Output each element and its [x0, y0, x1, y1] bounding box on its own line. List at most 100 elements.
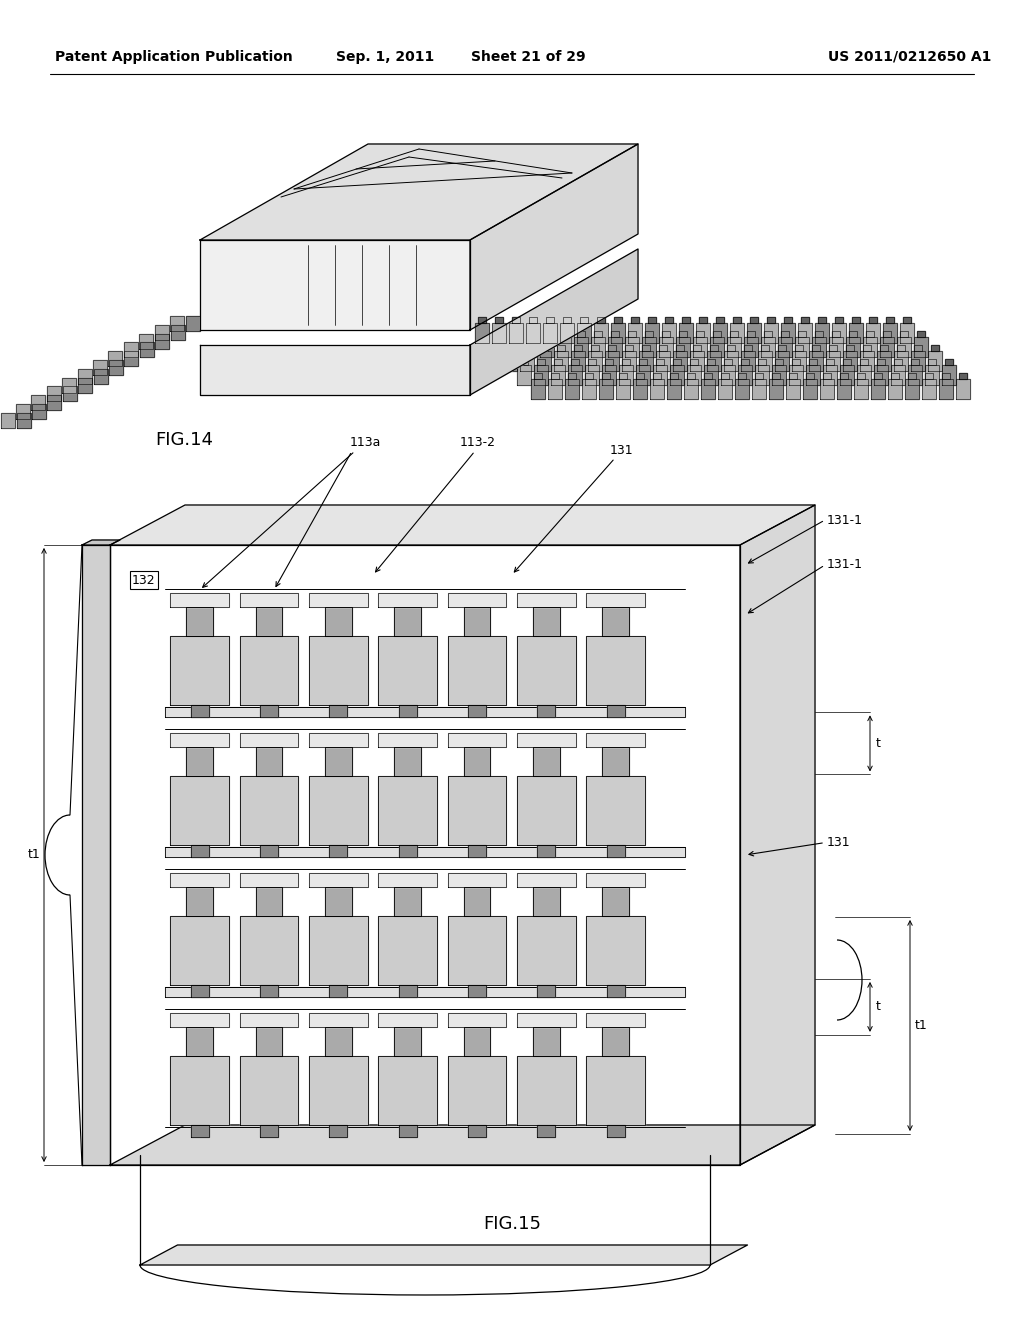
- Polygon shape: [829, 345, 837, 351]
- Polygon shape: [568, 374, 575, 379]
- Polygon shape: [140, 1245, 748, 1265]
- Polygon shape: [713, 323, 727, 343]
- Polygon shape: [32, 395, 45, 411]
- Polygon shape: [877, 351, 891, 371]
- Polygon shape: [707, 359, 715, 366]
- Polygon shape: [378, 1056, 437, 1125]
- Polygon shape: [607, 705, 625, 717]
- Polygon shape: [577, 323, 591, 343]
- Polygon shape: [716, 317, 724, 323]
- Polygon shape: [398, 1125, 417, 1137]
- Polygon shape: [608, 345, 616, 351]
- Polygon shape: [447, 776, 507, 845]
- Polygon shape: [798, 323, 812, 343]
- Polygon shape: [78, 368, 91, 384]
- Polygon shape: [733, 317, 741, 323]
- Polygon shape: [523, 337, 537, 356]
- Polygon shape: [750, 317, 758, 323]
- Polygon shape: [883, 323, 897, 343]
- Polygon shape: [636, 374, 644, 379]
- Polygon shape: [942, 374, 950, 379]
- Polygon shape: [854, 379, 868, 399]
- Polygon shape: [701, 379, 715, 399]
- Polygon shape: [170, 636, 229, 705]
- Polygon shape: [713, 331, 721, 337]
- Polygon shape: [309, 874, 368, 887]
- Polygon shape: [82, 540, 120, 545]
- Polygon shape: [690, 351, 705, 371]
- Polygon shape: [846, 345, 854, 351]
- Text: t: t: [876, 1001, 881, 1014]
- Polygon shape: [925, 374, 933, 379]
- Polygon shape: [727, 337, 741, 356]
- Polygon shape: [820, 379, 834, 399]
- Polygon shape: [693, 337, 707, 356]
- Polygon shape: [32, 404, 46, 418]
- Polygon shape: [696, 331, 705, 337]
- Polygon shape: [608, 337, 622, 356]
- Polygon shape: [447, 916, 507, 985]
- Polygon shape: [707, 351, 721, 371]
- Polygon shape: [670, 374, 678, 379]
- Polygon shape: [903, 317, 911, 323]
- Polygon shape: [761, 345, 769, 351]
- Polygon shape: [740, 506, 815, 1166]
- Polygon shape: [170, 315, 184, 331]
- Polygon shape: [829, 337, 843, 356]
- Polygon shape: [464, 1027, 490, 1056]
- Polygon shape: [812, 337, 826, 356]
- Polygon shape: [534, 366, 548, 385]
- Polygon shape: [200, 144, 638, 240]
- Polygon shape: [551, 366, 565, 385]
- Polygon shape: [911, 359, 919, 366]
- Polygon shape: [815, 323, 829, 343]
- Polygon shape: [378, 776, 437, 845]
- Polygon shape: [538, 705, 555, 717]
- Polygon shape: [330, 845, 347, 857]
- Polygon shape: [378, 734, 437, 747]
- Polygon shape: [186, 887, 213, 916]
- Polygon shape: [721, 366, 735, 385]
- Polygon shape: [724, 351, 738, 371]
- Polygon shape: [602, 607, 629, 636]
- Polygon shape: [645, 331, 653, 337]
- Polygon shape: [563, 317, 571, 323]
- Polygon shape: [790, 366, 803, 385]
- Polygon shape: [534, 607, 559, 636]
- Text: US 2011/0212650 A1: US 2011/0212650 A1: [828, 50, 991, 63]
- Polygon shape: [240, 636, 298, 705]
- Polygon shape: [492, 323, 506, 343]
- Polygon shape: [956, 379, 970, 399]
- Polygon shape: [746, 331, 755, 337]
- Text: Patent Application Publication: Patent Application Publication: [55, 50, 293, 63]
- Polygon shape: [464, 747, 490, 776]
- Polygon shape: [908, 374, 916, 379]
- Polygon shape: [554, 351, 568, 371]
- Polygon shape: [775, 359, 783, 366]
- Text: 132: 132: [132, 573, 156, 586]
- Polygon shape: [925, 366, 939, 385]
- Polygon shape: [520, 359, 528, 366]
- Polygon shape: [775, 351, 790, 371]
- Polygon shape: [618, 366, 633, 385]
- Polygon shape: [891, 374, 899, 379]
- Polygon shape: [591, 337, 605, 356]
- Polygon shape: [599, 379, 613, 399]
- Polygon shape: [309, 594, 368, 607]
- Polygon shape: [588, 359, 596, 366]
- Polygon shape: [260, 985, 278, 997]
- Polygon shape: [155, 325, 169, 339]
- Polygon shape: [625, 345, 633, 351]
- Polygon shape: [240, 1014, 298, 1027]
- Polygon shape: [538, 845, 555, 857]
- Polygon shape: [849, 323, 863, 343]
- Polygon shape: [240, 776, 298, 845]
- Polygon shape: [653, 366, 667, 385]
- Polygon shape: [240, 594, 298, 607]
- Polygon shape: [586, 1056, 645, 1125]
- Polygon shape: [631, 317, 639, 323]
- Polygon shape: [378, 1014, 437, 1027]
- Polygon shape: [548, 379, 562, 399]
- Polygon shape: [772, 366, 786, 385]
- Text: 131: 131: [610, 444, 634, 457]
